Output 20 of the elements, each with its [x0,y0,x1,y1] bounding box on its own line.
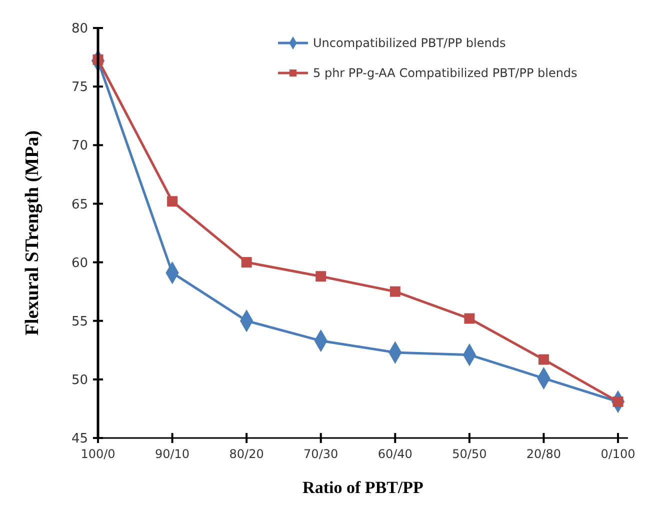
x-tick-label: 100/0 [80,447,116,461]
x-tick-label: 0/100 [600,447,636,461]
y-tick-label: 45 [71,432,88,447]
y-axis-title: Flexural STrength (MPa) [22,130,43,336]
y-tick-label: 80 [71,22,88,37]
y-tick-label: 50 [71,372,88,388]
x-tick-label: 50/50 [452,447,487,461]
x-tick-label: 60/40 [378,447,412,461]
y-tick-label: 60 [71,256,88,271]
y-tick-label: 65 [71,197,88,212]
x-tick-label: 80/20 [229,447,264,461]
y-tick-label: 55 [71,314,88,330]
x-tick-label: 90/10 [154,447,190,461]
y-tick-label: 70 [71,138,88,154]
y-tick-label: 75 [71,80,88,96]
x-tick-label: 70/30 [304,447,338,461]
x-axis-title: Ratio of PBT/PP [302,478,424,497]
legend-label: Uncompatibilized PBT/PP blends [313,36,506,50]
x-tick-label: 20/80 [526,447,562,461]
legend-label: 5 phr PP-g-AA Compatibilized PBT/PP blends [313,66,578,80]
